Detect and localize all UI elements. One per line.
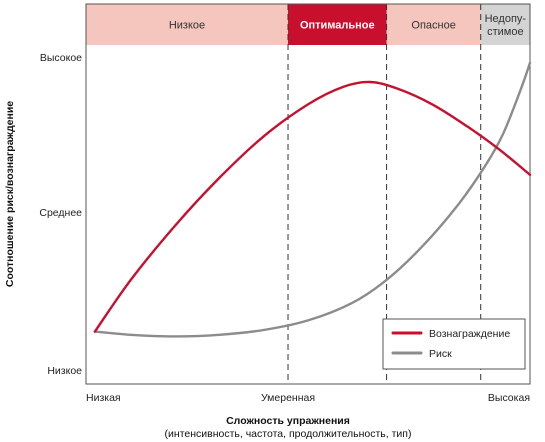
zone-label-1: Оптимальное	[300, 20, 375, 32]
zone-label-line: Опасное	[411, 20, 455, 32]
series-line-reward	[93, 80, 532, 333]
y-tick-labels: Низкое Среднее Высокое	[39, 52, 82, 377]
zone-label-line: Недопу-	[485, 13, 527, 25]
legend-label: Риск	[429, 348, 452, 360]
y-tick-label: Среднее	[39, 207, 82, 219]
y-tick-label: Низкое	[47, 365, 82, 377]
zone-band-2	[386, 4, 481, 45]
x-tick-label: Низкая	[86, 392, 121, 404]
x-tick-label: Умеренная	[261, 392, 315, 404]
zone-label-3: Недопу-стимое	[485, 13, 527, 38]
zone-band-1	[288, 4, 387, 45]
zone-label-2: Опасное	[411, 20, 455, 32]
legend: Вознаграждение Риск	[382, 318, 526, 370]
zone-dividers	[287, 4, 482, 384]
x-axis-subtitle: (интенсивность, частота, продолжительнос…	[165, 428, 412, 440]
zone-label-line: Оптимальное	[300, 20, 375, 32]
zones-layer: Низкое Оптимальное Опасное Недопу-стимое	[86, 4, 530, 45]
plot-frame	[85, 3, 531, 385]
series-layer	[93, 61, 532, 338]
zone-label-line: стимое	[487, 26, 523, 38]
x-tick-labels: Низкая Умеренная Высокая	[86, 392, 530, 404]
x-tick-label: Высокая	[488, 392, 530, 404]
zone-band-3	[480, 4, 530, 45]
legend-label: Вознаграждение	[429, 328, 510, 340]
series-line-risk	[93, 61, 532, 338]
legend-box	[382, 318, 526, 370]
x-axis-title: Сложность упражнения	[226, 415, 350, 427]
zone-label-0: Низкое	[169, 20, 205, 32]
y-axis-title: Соотношение риск/вознаграждение	[4, 101, 16, 287]
zone-label-line: Низкое	[169, 20, 205, 32]
y-tick-label: Высокое	[40, 52, 82, 64]
zone-band-0	[86, 4, 289, 45]
